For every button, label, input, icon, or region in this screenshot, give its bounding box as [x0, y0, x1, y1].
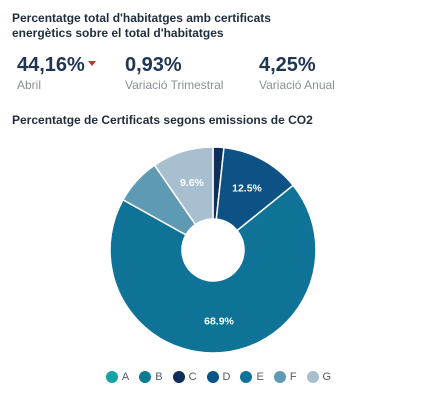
- legend-swatch: [105, 371, 118, 383]
- kpi-label: Abril: [17, 78, 42, 92]
- kpi-value: 0,93%: [125, 54, 182, 76]
- chart-title: Percentatge de Certificats segons emissi…: [12, 113, 313, 127]
- legend-item-A[interactable]: A: [105, 371, 130, 383]
- legend-item-C[interactable]: C: [172, 371, 197, 383]
- kpi-percent-total: 44,16% Abril: [17, 53, 96, 93]
- legend-item-B[interactable]: B: [139, 371, 163, 383]
- legend-swatch: [172, 371, 185, 383]
- legend-swatch: [206, 371, 219, 383]
- legend-label: G: [322, 371, 332, 383]
- legend-item-G[interactable]: G: [306, 371, 332, 383]
- kpi-annual-change: 4,25% Variació Anual: [259, 53, 335, 93]
- legend-swatch: [139, 371, 152, 383]
- legend-label: D: [222, 371, 231, 383]
- donut-chart: 12.5% 68.9% 9.6%: [109, 146, 317, 354]
- kpi-quarterly-change: 0,93% Variació Trimestral: [125, 53, 223, 93]
- trend-down-icon: [87, 61, 96, 66]
- kpi-value: 4,25%: [259, 54, 316, 76]
- kpi-label: Variació Trimestral: [125, 78, 224, 92]
- kpi-label: Variació Anual: [259, 78, 335, 92]
- chart-legend: A B C D E F G: [0, 371, 437, 383]
- data-label-D: 12.5%: [232, 183, 262, 195]
- page-title: Percentatge total d'habitatges amb certi…: [12, 11, 271, 40]
- pie-slice-G[interactable]: [153, 146, 214, 226]
- legend-swatch: [273, 371, 286, 383]
- data-label-E: 68.9%: [204, 316, 234, 328]
- legend-label: F: [289, 371, 297, 383]
- pie-slice-E[interactable]: [109, 184, 317, 354]
- legend-swatch: [306, 371, 319, 383]
- legend-item-E[interactable]: E: [240, 371, 264, 383]
- legend-label: B: [155, 371, 163, 383]
- kpi-value: 44,16%: [17, 53, 96, 77]
- legend-label: C: [188, 371, 197, 383]
- legend-item-D[interactable]: D: [206, 371, 231, 383]
- kpi-row: 44,16% Abril 0,93% Variació Trimestral 4…: [17, 53, 427, 99]
- legend-swatch: [240, 371, 253, 383]
- legend-label: E: [256, 371, 264, 383]
- legend-label: A: [121, 371, 130, 383]
- legend-item-F[interactable]: F: [273, 371, 297, 383]
- data-label-G: 9.6%: [180, 177, 205, 189]
